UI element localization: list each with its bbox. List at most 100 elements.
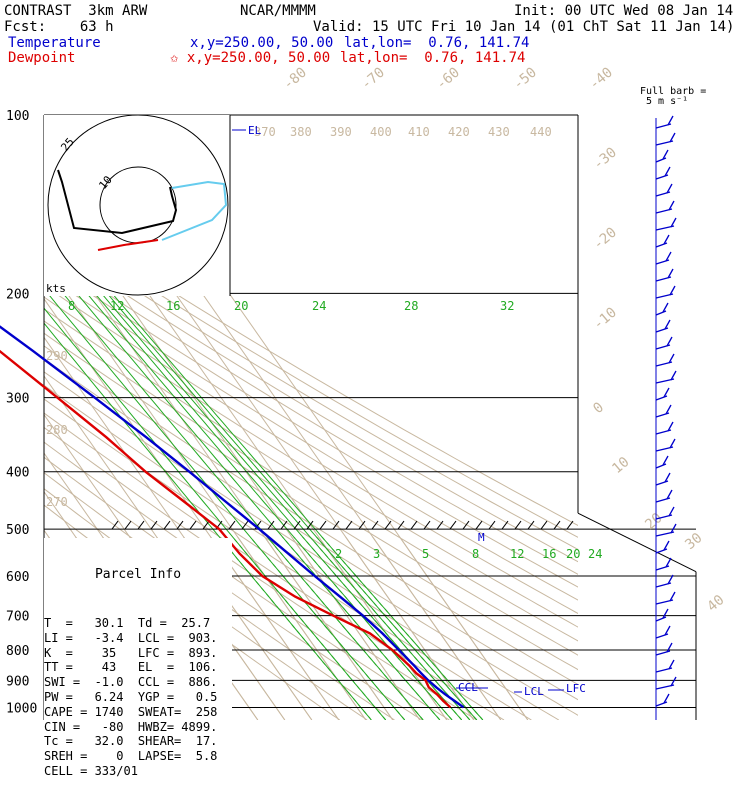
wind-barb-flag	[669, 591, 676, 602]
hodograph-unit-label: kts	[46, 282, 66, 295]
wind-barb	[655, 327, 669, 333]
wind-barb-flag	[664, 319, 671, 330]
isotherm-line	[0, 115, 42, 720]
mixing-ratio-label: 5	[422, 547, 429, 561]
wind-barb-flag	[663, 387, 670, 398]
hatch-mark	[306, 520, 314, 530]
dry-adiabat-lines	[44, 209, 578, 720]
wind-barb-flag	[664, 472, 671, 483]
wind-barb	[655, 412, 670, 418]
wind-barb-flag	[668, 353, 675, 364]
wind-barb	[655, 548, 668, 554]
wind-barb-flag	[663, 540, 670, 551]
wind-barb	[655, 701, 668, 707]
temperature-location: x,y=250.00, 50.00	[190, 35, 334, 51]
wind-barb-flag	[669, 438, 676, 449]
parcel-info-row: PW = 6.24 YGP = 0.5	[44, 689, 218, 704]
pressure-label: 600	[6, 570, 29, 585]
wind-barbs	[655, 115, 677, 720]
star-icon: ✩	[170, 50, 179, 66]
wind-barb-flag	[662, 302, 669, 313]
parcel-info-row: TT = 43 EL = 106.	[44, 660, 218, 675]
mixing-ratio-label: 12	[110, 299, 124, 313]
hatch-mark	[280, 520, 288, 530]
theta-label: 380	[290, 125, 312, 139]
valid-time: Valid: 15 UTC Fri 10 Jan 14 (01 ChT Sat …	[313, 19, 735, 35]
hatch-mark	[150, 520, 158, 530]
isotherm-label: 30	[682, 530, 705, 553]
hatch-mark	[332, 520, 340, 530]
theta-label: 440	[530, 125, 552, 139]
hatch-mark	[124, 520, 132, 530]
isotherm-line	[318, 537, 448, 720]
hodograph-background	[44, 115, 230, 296]
hatch-mark	[553, 520, 561, 530]
isotherm-label: 40	[704, 592, 727, 615]
hatch-mark	[176, 520, 184, 530]
parcel-info-row: Tc = 32.0 SHEAR= 17.	[44, 734, 218, 749]
isotherm-label: -40	[586, 65, 616, 94]
parcel-info-panel: Parcel Info T = 30.1 Td = 25.7 LI = -3.4 …	[44, 538, 232, 778]
level-annotations: EL LCL LFC CCL M	[232, 124, 586, 698]
isotherm-line	[291, 537, 421, 720]
hatch-mark	[449, 520, 457, 530]
hatch-mark	[410, 520, 418, 530]
wind-barb-flag	[667, 574, 674, 585]
wind-barb-flag	[667, 115, 674, 126]
theta-label: 430	[488, 125, 510, 139]
wind-barb-flag	[662, 455, 669, 466]
annotation-label: CCL	[458, 681, 478, 694]
wind-barb-flag	[666, 183, 673, 194]
isotherm-label: -10	[590, 305, 620, 334]
theta-label: 400	[370, 125, 392, 139]
mixing-ratio-label: 2	[335, 547, 342, 561]
wind-barb-flag	[666, 489, 673, 500]
wind-barb-flag	[668, 506, 675, 517]
dry-adiabat	[44, 384, 560, 720]
parcel-info-row: CAPE = 1740 SWEAT= 258	[44, 704, 218, 719]
hatch-mark	[566, 520, 574, 530]
wind-barb	[655, 242, 668, 248]
hatch-mark	[371, 520, 379, 530]
frame-diagonal	[577, 512, 697, 573]
hatch-mark	[228, 520, 236, 530]
isotherm-label: 10	[609, 454, 632, 477]
mixing-ratio-line-dashed	[293, 537, 453, 720]
wind-barb-flag	[665, 557, 672, 568]
wind-barb-flag	[665, 251, 672, 262]
wind-barb	[655, 174, 669, 180]
isotherm-label: -80	[280, 65, 310, 94]
skewt-page: CONTRAST 3km ARW NCAR/MMMM Init: 00 UTC …	[0, 3, 735, 778]
mixing-ratio-label: 20	[566, 547, 580, 561]
wind-barb	[655, 463, 667, 469]
pressure-label: 300	[6, 392, 29, 407]
parcel-info-row: CELL = 333/01	[44, 763, 138, 778]
mixing-ratio-line-dashed	[218, 537, 372, 720]
theta-label: 390	[330, 125, 352, 139]
hatch-mark	[423, 520, 431, 530]
mixing-ratio-label: 8	[472, 547, 479, 561]
mixing-ratio-label: 20	[234, 299, 248, 313]
wind-barb-flag	[669, 285, 676, 296]
parcel-info-row: CIN = -80 HWBZ= 4899.	[44, 719, 218, 734]
dry-adiabat	[44, 284, 578, 615]
annotation-label: M	[478, 531, 485, 544]
dry-adiabat	[44, 219, 578, 538]
annotation-label: LCL	[524, 685, 544, 698]
mixing-ratio-label: 16	[166, 299, 180, 313]
wind-barb-flag	[666, 336, 673, 347]
dewpoint-profile	[0, 349, 452, 709]
isotherm-label: -60	[433, 65, 463, 94]
hatch-mark	[202, 520, 210, 530]
forecast-hour: Fcst: 63 h	[4, 19, 114, 35]
hatch-mark	[514, 520, 522, 530]
pressure-label: 700	[6, 610, 29, 625]
source-label: NCAR/MMMM	[240, 3, 316, 19]
hodograph-ring-outer	[47, 114, 229, 296]
wind-barb	[655, 633, 669, 639]
temperature-profile	[0, 325, 465, 709]
mixing-ratio-label: 24	[312, 299, 326, 313]
isotherm-line	[183, 537, 313, 720]
hatch-mark	[436, 520, 444, 530]
mixing-ratio-label: 24	[588, 547, 602, 561]
